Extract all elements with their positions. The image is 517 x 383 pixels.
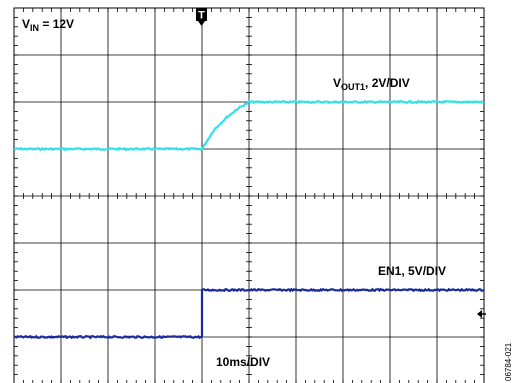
trace-en1 — [13, 287, 485, 340]
en1-label: EN1, 5V/DIV — [378, 264, 446, 278]
vin-annotation: VIN = 12V — [22, 17, 74, 33]
grid — [13, 7, 485, 383]
series-label-en1: EN1, 5V/DIV — [378, 264, 446, 278]
vout1-subscript: OUT1 — [341, 82, 365, 92]
vout1-prefix: V — [333, 76, 341, 90]
vin-suffix: = 12V — [39, 17, 74, 31]
vin-subscript: IN — [30, 23, 39, 33]
vout1-suffix: , 2V/DIV — [365, 76, 410, 90]
traces — [13, 99, 485, 340]
vin-prefix: V — [22, 17, 30, 31]
trace-vout1 — [13, 99, 485, 152]
timebase-label: 10ms/DIV — [216, 355, 270, 369]
series-label-vout1: VOUT1, 2V/DIV — [333, 76, 410, 92]
figure-id: 06784-021 — [504, 342, 513, 381]
trigger-marker-label: T — [198, 10, 205, 22]
ground-marker — [477, 310, 486, 318]
trigger-marker: T — [196, 8, 207, 26]
